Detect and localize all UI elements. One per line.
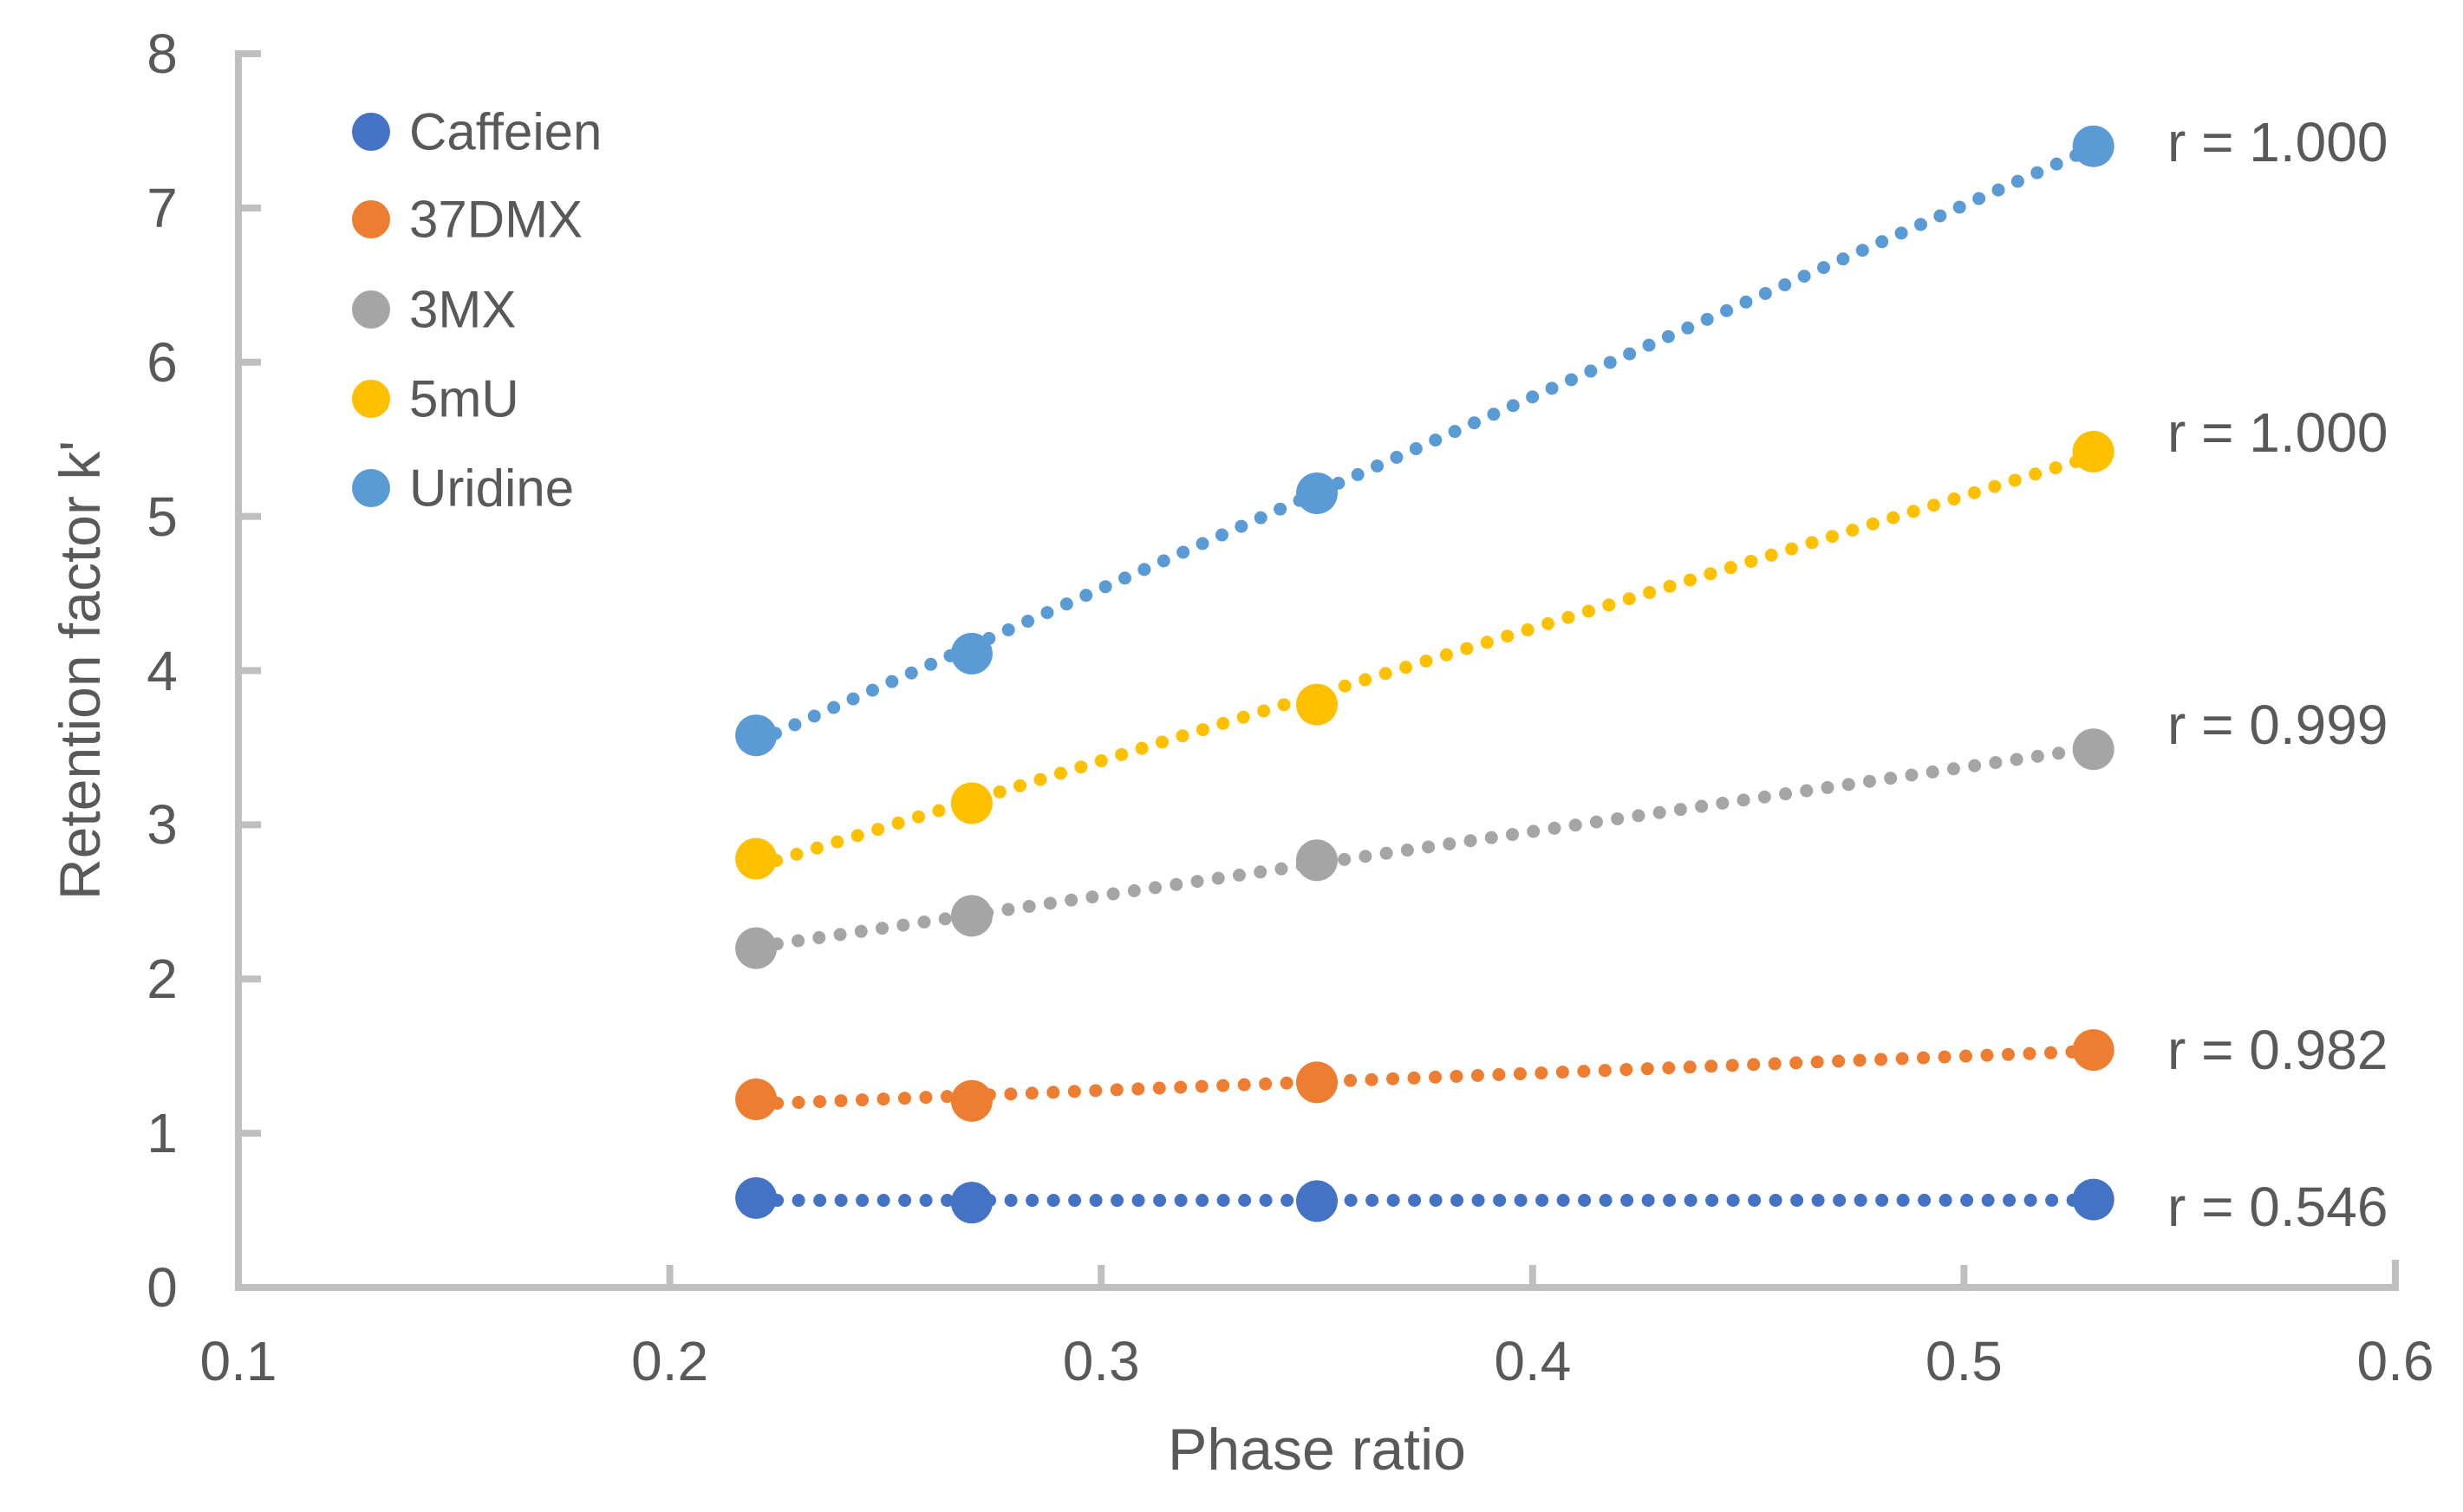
legend-label-37DMX: 37DMX [409,190,583,249]
trendline-3MX [749,741,2101,954]
data-point-5mU [1296,683,1338,726]
data-point-5mU [2072,430,2114,472]
data-point-37DMX [1296,1061,1338,1104]
data-point-Uridine [2072,125,2114,167]
y-tick-label-1: 1 [147,1102,178,1165]
data-point-3MX [2072,728,2114,771]
data-point-3MX [735,927,778,969]
x-tick-label-0.1: 0.1 [199,1330,277,1392]
data-point-Uridine [735,714,778,757]
legend-marker-3MX [352,290,390,329]
x-tick-label-0.2: 0.2 [631,1330,709,1392]
y-axis-title: Retention factor k' [48,440,112,900]
data-point-5mU [950,782,993,824]
data-point-Caffeien [2072,1178,2114,1221]
legend-label-3MX: 3MX [409,280,517,339]
data-point-Caffeien [735,1176,778,1219]
y-tick-label-5: 5 [147,485,178,548]
r-value-label-Caffeien: r = 0.546 [2167,1175,2388,1238]
legend-marker-Uridine [352,469,390,507]
r-value-label-37DMX: r = 0.982 [2167,1019,2388,1082]
x-tick-label-0.3: 0.3 [1062,1330,1140,1392]
legend-marker-Caffeien [352,113,390,151]
y-tick-label-7: 7 [147,176,178,239]
data-point-3MX [950,895,993,937]
x-tick-label-0.4: 0.4 [1494,1330,1572,1392]
legend-marker-37DMX [352,200,390,238]
y-tick-label-6: 6 [147,330,178,394]
y-tick-label-3: 3 [147,793,178,857]
y-tick-label-8: 8 [147,23,178,85]
data-point-3MX [1296,839,1338,882]
legend-label-Uridine: Uridine [409,459,575,518]
data-point-Uridine [950,632,993,675]
data-point-Caffeien [950,1182,993,1224]
data-point-37DMX [735,1078,778,1120]
r-value-label-3MX: r = 0.999 [2167,694,2388,757]
data-point-Uridine [1296,472,1338,514]
y-tick-label-0: 0 [147,1256,178,1319]
data-point-5mU [735,837,778,880]
data-point-37DMX [2072,1029,2114,1072]
x-tick-label-0.6: 0.6 [2356,1330,2434,1392]
y-tick-label-2: 2 [147,948,178,1011]
legend-label-Caffeien: Caffeien [409,102,603,161]
r-value-label-Uridine: r = 1.000 [2167,110,2388,173]
r-value-label-5mU: r = 1.000 [2167,401,2388,464]
y-tick-label-4: 4 [147,639,178,702]
data-point-Caffeien [1296,1180,1338,1222]
x-axis-title: Phase ratio [1168,1417,1466,1483]
legend-marker-5mU [352,380,390,418]
x-tick-label-0.5: 0.5 [1925,1330,2003,1392]
legend-label-5mU: 5mU [409,369,519,428]
data-point-37DMX [950,1079,993,1122]
